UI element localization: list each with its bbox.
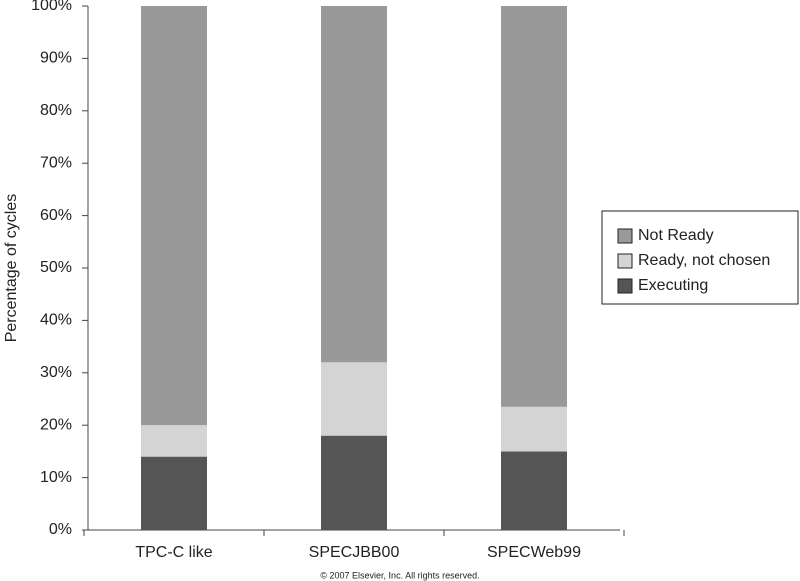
- bar-segment: [501, 451, 567, 530]
- bar-segment: [501, 406, 567, 452]
- y-tick-label: 20%: [40, 416, 72, 433]
- y-tick-label: 0%: [49, 521, 72, 538]
- legend-label: Not Ready: [638, 227, 714, 244]
- y-tick-label: 100%: [31, 0, 72, 14]
- legend-label: Ready, not chosen: [638, 252, 770, 269]
- y-tick-label: 40%: [40, 312, 72, 329]
- bar-segment: [321, 6, 387, 363]
- y-tick-label: 10%: [40, 469, 72, 486]
- y-tick-label: 30%: [40, 364, 72, 381]
- y-axis-label: Percentage of cycles: [3, 194, 20, 343]
- legend-swatch: [617, 228, 633, 244]
- legend-box: [601, 210, 799, 305]
- x-tick-label: SPECJBB00: [309, 544, 400, 561]
- y-tick-label: 90%: [40, 50, 72, 67]
- legend-label: Executing: [638, 277, 708, 294]
- bar-segment: [321, 362, 387, 436]
- x-tick-label: TPC-C like: [135, 544, 212, 561]
- y-tick-label: 80%: [40, 102, 72, 119]
- footnote: © 2007 Elsevier, Inc. All rights reserve…: [320, 570, 479, 580]
- bar-segment: [141, 6, 207, 426]
- legend-swatch: [617, 253, 633, 269]
- y-tick-label: 50%: [40, 259, 72, 276]
- y-tick-label: 70%: [40, 154, 72, 171]
- y-tick-label: 60%: [40, 207, 72, 224]
- bar-segment: [501, 6, 567, 407]
- bar-segment: [321, 435, 387, 530]
- bar-segment: [141, 425, 207, 457]
- legend-swatch: [617, 278, 633, 294]
- x-tick-label: SPECWeb99: [487, 544, 581, 561]
- bar-segment: [141, 456, 207, 530]
